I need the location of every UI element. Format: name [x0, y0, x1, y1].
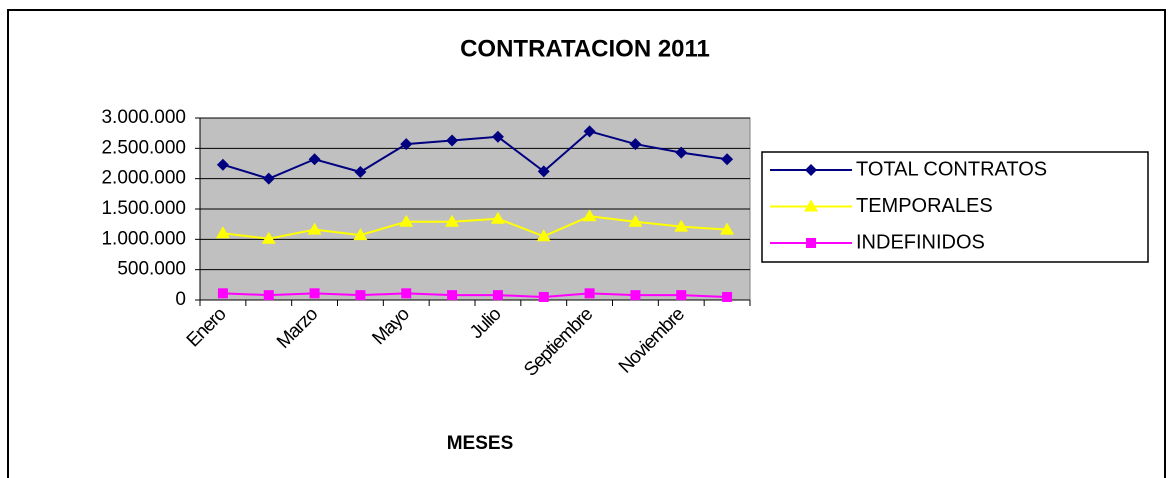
marker — [217, 288, 228, 299]
legend-label: TEMPORALES — [856, 195, 993, 217]
marker — [446, 134, 459, 147]
marker — [354, 165, 367, 178]
marker — [355, 290, 366, 301]
marker — [401, 288, 412, 299]
y-tick-label: 500.000 — [117, 259, 186, 280]
x-axis-label: MESES — [447, 433, 514, 454]
marker — [215, 226, 230, 239]
y-tick-label: 2.000.000 — [101, 168, 186, 189]
marker — [583, 125, 596, 138]
marker — [262, 172, 275, 185]
marker — [490, 211, 505, 224]
marker — [400, 138, 413, 151]
marker — [582, 209, 597, 222]
series-line — [222, 292, 728, 298]
chart-title: CONTRATACION 2011 — [460, 35, 710, 62]
legend-label: INDEFINIDOS — [856, 231, 985, 253]
marker — [538, 291, 549, 302]
marker — [629, 138, 642, 151]
marker — [353, 228, 368, 241]
marker — [806, 238, 816, 248]
series-line — [222, 215, 728, 240]
marker — [492, 290, 503, 301]
y-tick-label: 1.500.000 — [101, 198, 186, 219]
marker — [216, 158, 229, 171]
marker — [536, 229, 551, 242]
marker — [720, 222, 735, 235]
marker — [805, 164, 817, 176]
marker — [491, 130, 504, 143]
marker — [804, 199, 818, 212]
y-tick-label: 1.000.000 — [101, 228, 186, 249]
marker — [307, 222, 322, 235]
marker — [308, 153, 321, 166]
marker — [722, 291, 733, 302]
marker — [721, 153, 734, 166]
marker — [675, 146, 688, 159]
marker — [445, 214, 460, 227]
y-tick-label: 3.000.000 — [101, 107, 186, 128]
marker — [537, 165, 550, 178]
marker — [584, 288, 595, 299]
y-tick-label: 0 — [175, 289, 186, 310]
marker — [630, 290, 641, 301]
y-tick-label: 2.500.000 — [101, 137, 186, 158]
marker — [309, 288, 320, 299]
marker — [674, 219, 689, 232]
series-line — [222, 130, 728, 180]
marker — [628, 214, 643, 227]
legend-label: TOTAL CONTRATOS — [856, 158, 1047, 180]
marker — [676, 290, 687, 301]
marker — [399, 214, 414, 227]
marker — [263, 290, 274, 301]
marker — [447, 290, 458, 301]
marker — [261, 231, 276, 244]
